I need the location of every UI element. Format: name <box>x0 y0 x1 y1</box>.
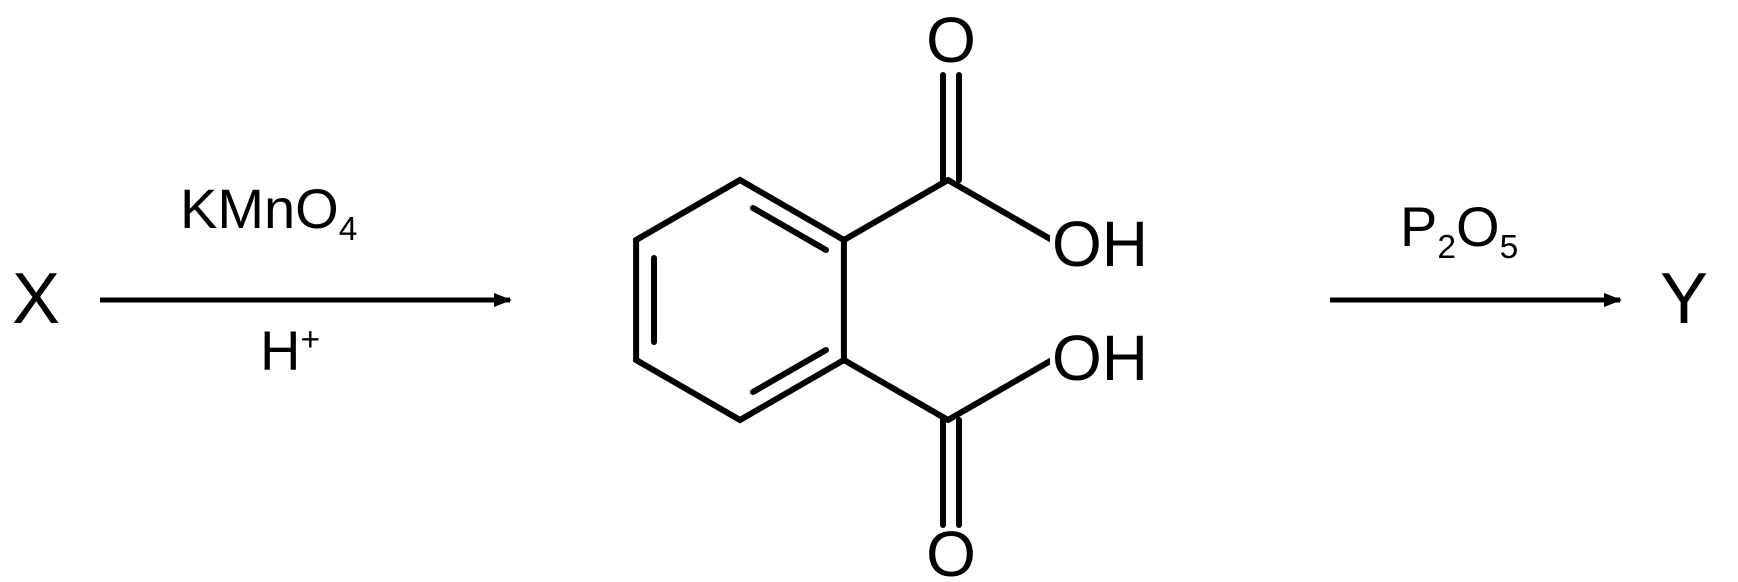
reagent2-p2o5: P2O5 <box>1400 194 1518 267</box>
product-y: Y <box>1660 258 1708 340</box>
reaction-arrows-and-molecule: O OH OH O <box>0 0 1738 582</box>
reaction-stage: X <box>0 0 1738 582</box>
atom-OH-top: OH <box>1052 208 1148 280</box>
ring-double-3 <box>753 350 826 392</box>
reagent2-p: P <box>1400 195 1437 258</box>
c-top-to-oh <box>948 180 1052 240</box>
benzene-ring <box>636 180 844 420</box>
bond-ring-to-c-bot <box>844 360 948 420</box>
atom-O-top: O <box>926 4 976 76</box>
reagent1-kmno4: KMnO4 <box>180 176 357 249</box>
reagent2-sub1: 2 <box>1437 229 1456 266</box>
reagent2-o: O <box>1456 195 1500 258</box>
reagent1-text: KMnO <box>180 177 339 240</box>
c-bot-to-oh <box>948 360 1052 420</box>
atom-OH-bot: OH <box>1052 322 1148 394</box>
bond-ring-to-c-top <box>844 180 948 240</box>
ring-double-1 <box>753 208 826 250</box>
reagent1-sub: 4 <box>339 211 358 248</box>
atom-O-bot: O <box>926 518 976 582</box>
reagent1-h: H <box>260 319 300 382</box>
reagent1-plus: + <box>300 321 320 358</box>
product-phthalic-acid <box>636 75 1052 525</box>
reagent1-acid: H+ <box>260 318 320 383</box>
reagent2-sub2: 5 <box>1500 229 1519 266</box>
